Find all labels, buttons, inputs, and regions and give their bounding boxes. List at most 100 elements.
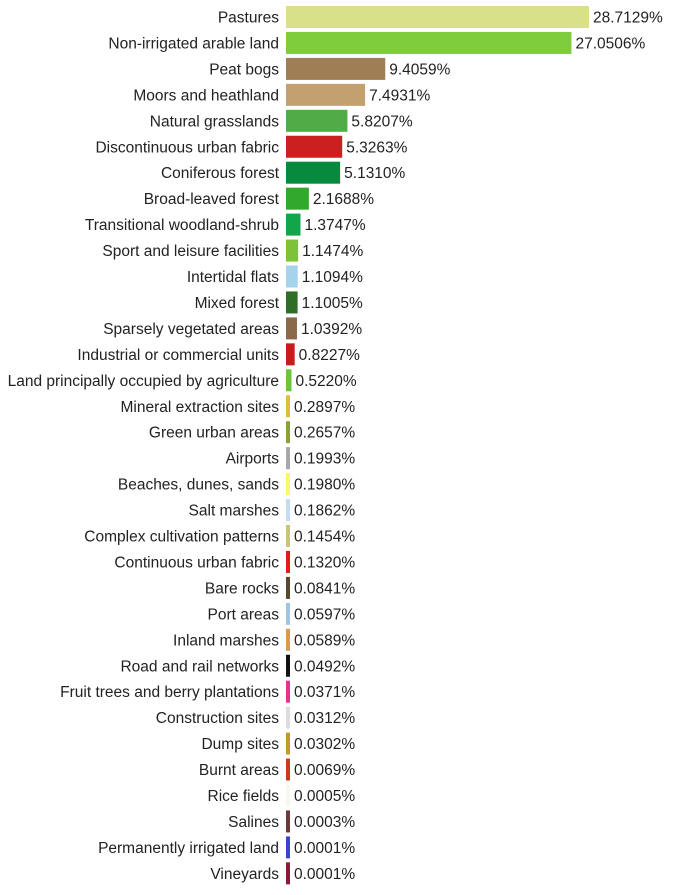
bar-row: Continuous urban fabric 0.1320% [114, 550, 355, 573]
category-label: Green urban areas [149, 425, 279, 442]
bar-row: Road and rail networks 0.0492% [120, 654, 355, 677]
value-label: 0.2657% [294, 425, 355, 442]
value-label: 7.4931% [369, 87, 430, 104]
bar-row: Mineral extraction sites 0.2897% [120, 395, 355, 418]
value-label: 9.4059% [389, 61, 450, 78]
category-label: Land principally occupied by agriculture [8, 373, 279, 390]
bar [286, 395, 290, 418]
bar [286, 473, 290, 496]
value-label: 0.2897% [294, 399, 355, 416]
category-label: Continuous urban fabric [114, 554, 279, 571]
category-label: Salt marshes [189, 503, 280, 520]
bar [286, 31, 572, 54]
bar [286, 732, 290, 755]
bar [286, 343, 295, 366]
bar-row: Sparsely vegetated areas 1.0392% [103, 317, 362, 340]
bar-row: Rice fields 0.0005% [208, 784, 355, 807]
bar-row: Peat bogs 9.4059% [209, 57, 451, 80]
bar-row: Industrial or commercial units 0.8227% [77, 343, 360, 366]
bar [286, 161, 341, 184]
bar [286, 862, 290, 885]
value-label: 0.0589% [294, 632, 355, 649]
value-label: 0.0302% [294, 736, 355, 753]
bar [286, 758, 290, 781]
category-label: Inland marshes [173, 632, 279, 649]
bar-row: Discontinuous urban fabric 5.3263% [95, 135, 408, 158]
bar [286, 499, 290, 522]
bar-row: Fruit trees and berry plantations 0.0371% [60, 680, 355, 703]
category-label: Mineral extraction sites [120, 399, 279, 416]
category-label: Complex cultivation patterns [84, 529, 279, 546]
category-label: Beaches, dunes, sands [118, 477, 279, 494]
bar-row: Vineyards 0.0001% [210, 862, 355, 885]
bar-row: Broad-leaved forest 2.1688% [144, 187, 374, 210]
bar-row: Airports 0.1993% [226, 447, 355, 470]
bar [286, 447, 290, 470]
bar [286, 550, 290, 573]
bar [286, 109, 348, 132]
bar-row: Natural grasslands 5.8207% [150, 109, 413, 132]
bar-row: Coniferous forest 5.1310% [161, 161, 406, 184]
bar-row: Burnt areas 0.0069% [199, 758, 355, 781]
bar [286, 265, 298, 288]
value-label: 5.1310% [344, 165, 405, 182]
bar [286, 654, 290, 677]
value-label: 0.1862% [294, 503, 355, 520]
value-label: 1.3747% [305, 217, 366, 234]
bar-row: Moors and heathland 7.4931% [133, 83, 430, 106]
bar [286, 6, 589, 28]
value-label: 0.0841% [294, 580, 355, 597]
bar [286, 810, 290, 833]
value-label: 0.0001% [294, 866, 355, 883]
category-label: Intertidal flats [187, 269, 279, 286]
bar [286, 836, 290, 859]
value-label: 1.1474% [302, 243, 363, 260]
bar-row: Dump sites 0.0302% [201, 732, 355, 755]
category-label: Discontinuous urban fabric [95, 139, 279, 156]
category-label: Fruit trees and berry plantations [60, 684, 279, 701]
category-label: Coniferous forest [161, 165, 280, 182]
category-label: Mixed forest [195, 295, 280, 312]
category-label: Rice fields [208, 788, 280, 805]
bar [286, 525, 290, 547]
bar [286, 421, 290, 444]
category-label: Salines [228, 814, 279, 831]
category-label: Moors and heathland [133, 87, 279, 104]
bar-row: Permanently irrigated land 0.0001% [98, 836, 355, 859]
category-label: Sport and leisure facilities [102, 243, 279, 260]
value-label: 0.0597% [294, 606, 355, 623]
bar [286, 83, 366, 106]
bar [286, 369, 292, 392]
value-label: 1.0392% [301, 321, 362, 338]
bar [286, 628, 290, 651]
value-label: 0.5220% [296, 373, 357, 390]
bar-row: Sport and leisure facilities 1.1474% [102, 239, 364, 262]
bar [286, 135, 343, 158]
bar-row: Transitional woodland-shrub 1.3747% [85, 213, 366, 236]
value-label: 5.3263% [346, 139, 407, 156]
bar [286, 291, 298, 314]
category-label: Construction sites [156, 710, 279, 727]
value-label: 1.1005% [302, 295, 363, 312]
bar [286, 213, 301, 236]
bar-row: Green urban areas 0.2657% [149, 421, 355, 444]
bar [286, 576, 290, 599]
value-label: 1.1094% [302, 269, 363, 286]
bar [286, 317, 297, 340]
value-label: 0.0371% [294, 684, 355, 701]
bar [286, 239, 299, 262]
bar-row: Bare rocks 0.0841% [205, 576, 355, 599]
value-label: 0.1993% [294, 451, 355, 468]
bar-row: Mixed forest 1.1005% [195, 291, 363, 314]
bar-row: Intertidal flats 1.1094% [187, 265, 363, 288]
value-label: 0.1320% [294, 554, 355, 571]
category-label: Pastures [218, 10, 279, 27]
bar-row: Inland marshes 0.0589% [173, 628, 355, 651]
value-label: 0.0492% [294, 658, 355, 675]
category-label: Non-irrigated arable land [108, 35, 279, 52]
value-label: 5.8207% [351, 113, 412, 130]
value-label: 0.8227% [299, 347, 360, 364]
category-label: Industrial or commercial units [77, 347, 279, 364]
category-label: Dump sites [201, 736, 279, 753]
